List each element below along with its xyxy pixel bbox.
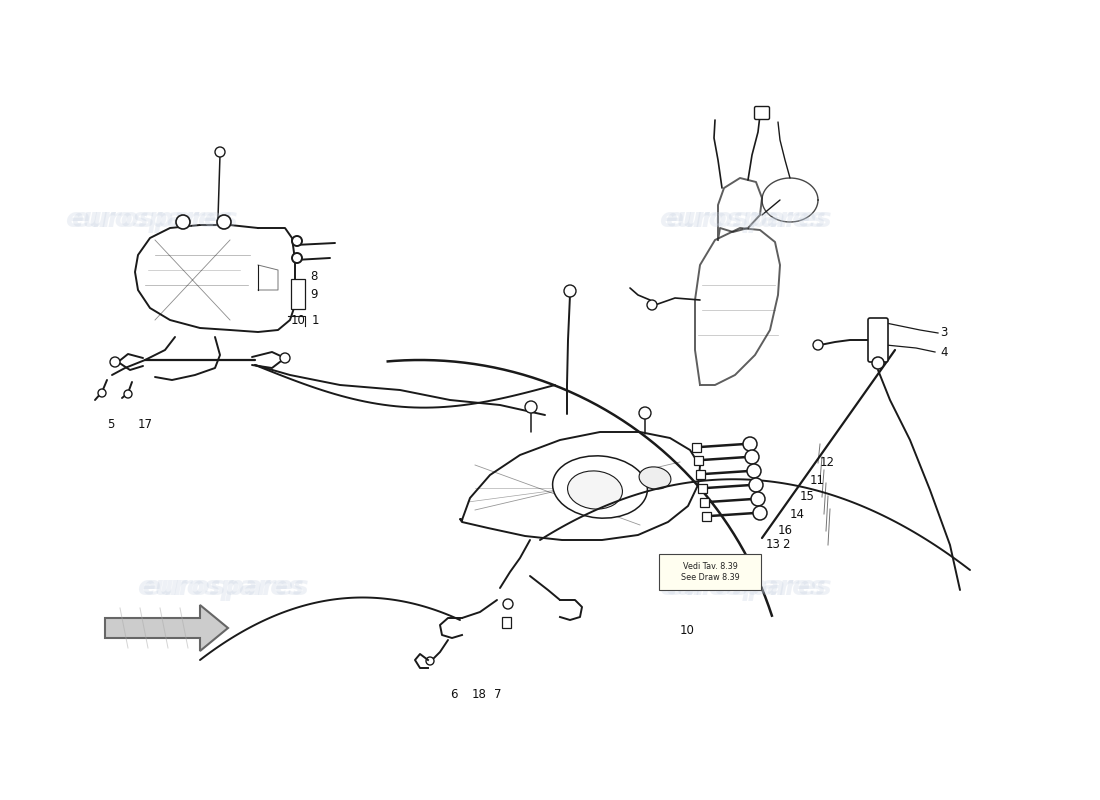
Polygon shape — [560, 600, 582, 620]
Text: 9: 9 — [310, 287, 318, 301]
Text: eurospares: eurospares — [664, 207, 832, 233]
Polygon shape — [460, 432, 700, 540]
Text: eurospares: eurospares — [664, 575, 832, 601]
Ellipse shape — [742, 437, 757, 451]
Ellipse shape — [280, 353, 290, 363]
Text: 6: 6 — [450, 689, 458, 702]
FancyBboxPatch shape — [695, 470, 704, 478]
Text: 12: 12 — [820, 457, 835, 470]
Ellipse shape — [292, 253, 302, 263]
Ellipse shape — [552, 456, 648, 518]
FancyBboxPatch shape — [702, 511, 711, 521]
Text: 11: 11 — [810, 474, 825, 486]
Text: 1: 1 — [312, 314, 319, 326]
Ellipse shape — [217, 215, 231, 229]
Text: eurospares: eurospares — [659, 207, 826, 233]
Ellipse shape — [751, 492, 764, 506]
FancyBboxPatch shape — [700, 498, 708, 506]
Ellipse shape — [124, 390, 132, 398]
Text: 7: 7 — [494, 689, 502, 702]
FancyBboxPatch shape — [693, 455, 703, 465]
FancyBboxPatch shape — [755, 106, 770, 119]
Text: eurospares: eurospares — [70, 207, 238, 233]
FancyBboxPatch shape — [868, 318, 888, 362]
FancyBboxPatch shape — [292, 279, 305, 309]
Text: eurospares: eurospares — [65, 207, 232, 233]
Ellipse shape — [872, 357, 884, 369]
Ellipse shape — [110, 357, 120, 367]
Ellipse shape — [503, 599, 513, 609]
Text: eurospares: eurospares — [142, 575, 309, 601]
Text: 10: 10 — [680, 623, 695, 637]
Text: 4: 4 — [940, 346, 947, 358]
Polygon shape — [440, 618, 462, 638]
Ellipse shape — [754, 506, 767, 520]
Ellipse shape — [639, 467, 671, 489]
Text: Vedi Tav. 8.39
See Draw 8.39: Vedi Tav. 8.39 See Draw 8.39 — [681, 562, 739, 582]
Polygon shape — [104, 605, 228, 651]
Text: eurospares: eurospares — [659, 575, 826, 601]
Polygon shape — [415, 654, 428, 668]
Text: 8: 8 — [310, 270, 318, 283]
Text: 15: 15 — [800, 490, 815, 503]
Text: 3: 3 — [940, 326, 947, 339]
FancyBboxPatch shape — [697, 483, 706, 493]
Polygon shape — [135, 225, 295, 332]
Ellipse shape — [564, 285, 576, 297]
Text: 10: 10 — [292, 314, 306, 326]
Ellipse shape — [214, 147, 225, 157]
FancyBboxPatch shape — [502, 617, 510, 627]
Text: 2: 2 — [782, 538, 790, 551]
Text: eurospares: eurospares — [136, 575, 304, 601]
Text: 17: 17 — [138, 418, 153, 431]
Ellipse shape — [749, 478, 763, 492]
FancyBboxPatch shape — [659, 554, 761, 590]
Text: 14: 14 — [790, 507, 805, 521]
Ellipse shape — [176, 215, 190, 229]
Ellipse shape — [745, 450, 759, 464]
Text: 5: 5 — [107, 418, 114, 431]
Ellipse shape — [98, 389, 106, 397]
Ellipse shape — [639, 407, 651, 419]
Ellipse shape — [813, 340, 823, 350]
Polygon shape — [718, 178, 762, 240]
Ellipse shape — [292, 236, 302, 246]
Ellipse shape — [747, 464, 761, 478]
Ellipse shape — [647, 300, 657, 310]
Text: 18: 18 — [472, 689, 487, 702]
Text: 16: 16 — [778, 525, 793, 538]
Ellipse shape — [426, 657, 434, 665]
FancyBboxPatch shape — [692, 442, 701, 451]
Ellipse shape — [568, 471, 623, 509]
Text: 13: 13 — [766, 538, 781, 551]
Ellipse shape — [525, 401, 537, 413]
Polygon shape — [695, 228, 780, 385]
